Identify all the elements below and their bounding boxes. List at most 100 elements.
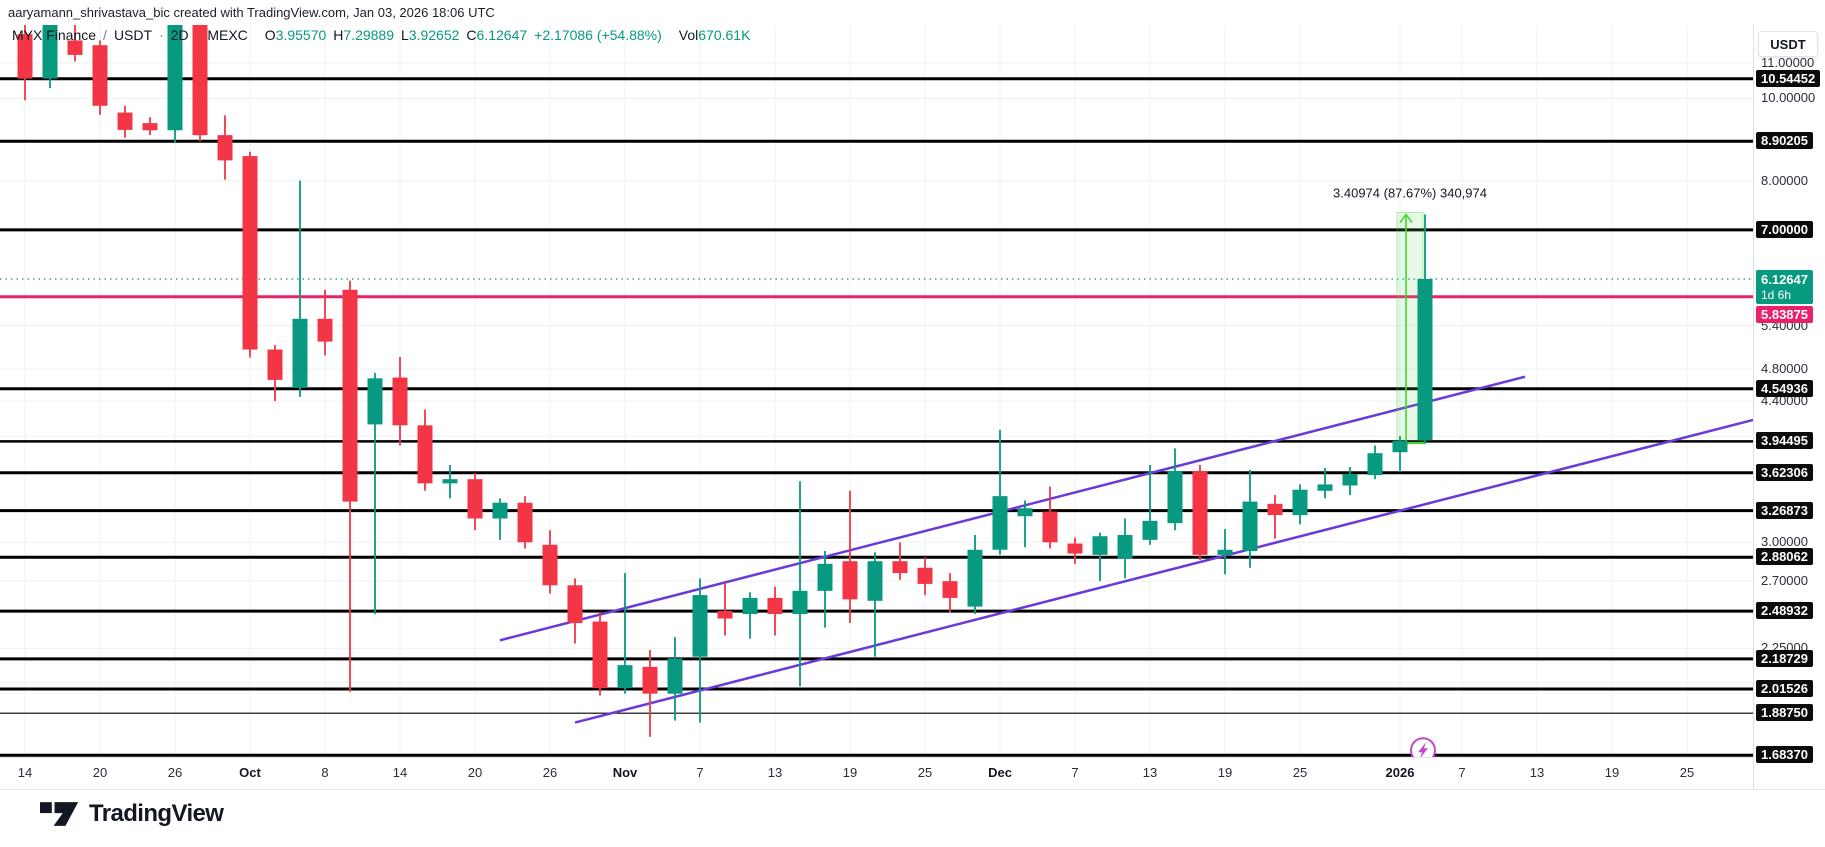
candle (1342, 466, 1358, 496)
time-axis-label: 2026 (1385, 765, 1415, 780)
candle (392, 356, 408, 446)
candle-body (442, 479, 458, 484)
level-price-badge: 4.54936 (1756, 379, 1813, 397)
volume: Vol670.61K (678, 27, 751, 43)
candle (542, 530, 558, 594)
tradingview-logo[interactable]: TradingView (40, 800, 224, 828)
candle-body (492, 502, 508, 519)
measurement-label: 3.40974 (87.67%) 340,974 (1333, 186, 1487, 201)
candle-body (67, 40, 83, 55)
symbol-name[interactable]: MYX Finance (12, 27, 97, 43)
candle (767, 586, 783, 636)
trend-channel (499, 375, 1753, 724)
candle-body (942, 581, 958, 598)
ohlc-high: H7.29889 (333, 27, 394, 43)
level-price-badge: 8.90205 (1756, 132, 1813, 150)
candle-body (967, 549, 983, 607)
time-axis-label: 7 (1458, 765, 1466, 780)
interval[interactable]: 2D (170, 27, 189, 43)
candle (67, 25, 83, 62)
time-axis-label: 13 (1529, 765, 1545, 780)
candle-body (1242, 501, 1258, 552)
time-axis-label: 26 (542, 765, 558, 780)
candle-body (842, 561, 858, 600)
level-price-badge: 2.48932 (1756, 602, 1813, 620)
candle-body (767, 597, 783, 614)
ohlc-low: L3.92652 (401, 27, 460, 43)
candle-body (117, 112, 133, 130)
time-axis-label: 19 (1604, 765, 1620, 780)
candle (992, 429, 1008, 555)
candle-body (1317, 484, 1333, 491)
candle (167, 25, 183, 143)
candle (692, 578, 708, 723)
time-axis-label: 13 (1142, 765, 1158, 780)
level-price-badge: 1.88750 (1756, 704, 1813, 722)
separator-dot: · (159, 27, 164, 43)
attribution: aaryamann_shrivastava_bic created with T… (8, 5, 495, 20)
time-axis-label: Nov (612, 765, 638, 780)
candle (717, 582, 733, 636)
candles-layer (17, 25, 1433, 737)
candle-body (1367, 453, 1383, 476)
candle (742, 592, 758, 639)
candle-body (642, 666, 658, 694)
candle (917, 557, 933, 596)
candle (967, 535, 983, 614)
separator-dot: · (195, 27, 201, 43)
candle-body (1167, 470, 1183, 524)
time-axis-label: 8 (321, 765, 329, 780)
candle (1192, 464, 1208, 560)
symbol-bar[interactable]: MYX Finance / USDT · 2D · MEXC O3.95570 … (12, 27, 750, 43)
time-axis-label: 7 (696, 765, 704, 780)
lightning-icon (1418, 742, 1428, 759)
candle-body (192, 25, 208, 136)
level-price-badge: 3.94495 (1756, 432, 1813, 450)
currency-toggle-button[interactable]: USDT (1758, 31, 1818, 57)
candle (1042, 486, 1058, 549)
level-price-badge: 2.88062 (1756, 548, 1813, 566)
candle-body (392, 377, 408, 426)
candle-body (417, 425, 433, 484)
candle (517, 496, 533, 549)
candle (267, 345, 283, 402)
candle-body (892, 561, 908, 574)
grid-layer (0, 25, 1753, 757)
candle (1017, 500, 1033, 548)
candle (867, 552, 883, 657)
time-axis-label: 14 (17, 765, 33, 780)
level-price-badge: 3.26873 (1756, 501, 1813, 519)
candlestick-chart[interactable]: 3.40974 (87.67%) 340,974 (0, 0, 1753, 789)
price-axis[interactable]: USDT 11.00000 10.00000 8.00000 5.40000 4.800… (1753, 25, 1825, 790)
tradingview-logo-text: TradingView (89, 800, 224, 827)
candle (142, 117, 158, 136)
tradingview-logo-icon (40, 802, 79, 826)
price-tick-label: 8.00000 (1761, 172, 1808, 188)
candle (892, 542, 908, 580)
candle (417, 409, 433, 491)
candle (1242, 469, 1258, 568)
candle (1392, 436, 1408, 473)
candle (1067, 537, 1083, 564)
candle (567, 578, 583, 644)
candle (492, 498, 508, 540)
price-tick-label: 4.40000 (1761, 393, 1808, 409)
candle (1117, 518, 1133, 579)
candle (592, 612, 608, 696)
candle-body (1342, 474, 1358, 486)
channel-lower-line (574, 418, 1753, 724)
time-axis[interactable]: 14 20 26 Oct 8 14 20 26 Nov 7 13 19 25 Dec 7 13 19 25 2026… (0, 757, 1753, 790)
candle (1142, 464, 1158, 545)
candle (842, 490, 858, 624)
candle-body (867, 561, 883, 601)
level-price-badge: 2.01526 (1756, 680, 1813, 698)
candle-body (1192, 470, 1208, 555)
alert-price-badge: 5.83875 (1756, 305, 1813, 323)
candle-body (742, 597, 758, 614)
candle (92, 40, 108, 115)
candle-body (992, 496, 1008, 550)
candle-body (317, 318, 333, 342)
candle-body (92, 45, 108, 106)
ohlc-close: C6.12647 (466, 27, 528, 43)
candle (1217, 529, 1233, 575)
